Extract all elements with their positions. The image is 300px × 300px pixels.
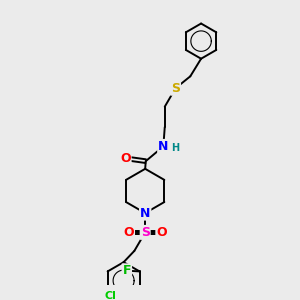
Text: S: S bbox=[141, 226, 150, 239]
Text: O: O bbox=[156, 226, 167, 239]
Text: N: N bbox=[140, 207, 150, 220]
Text: O: O bbox=[120, 152, 130, 165]
Text: S: S bbox=[171, 82, 180, 95]
Text: N: N bbox=[158, 140, 169, 153]
Text: Cl: Cl bbox=[104, 290, 116, 300]
Text: O: O bbox=[123, 226, 134, 239]
Text: H: H bbox=[171, 143, 179, 153]
Text: F: F bbox=[123, 264, 131, 277]
